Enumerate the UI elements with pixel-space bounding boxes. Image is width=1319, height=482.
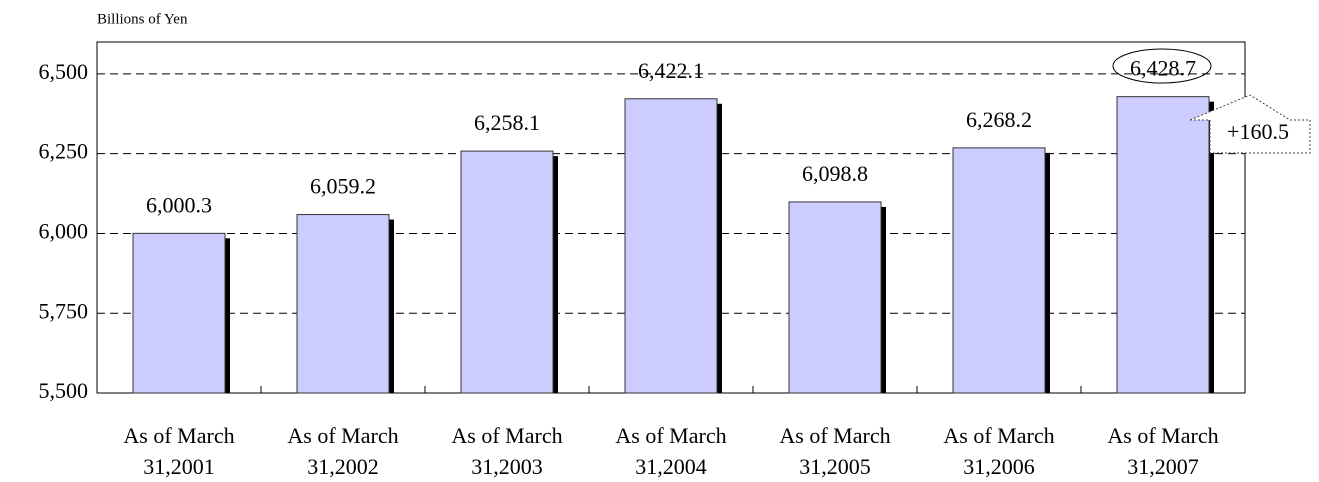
- annotation: +160.5: [1227, 119, 1289, 144]
- x-tick-label: As of March 31,2005: [779, 423, 891, 479]
- bar: [624, 98, 718, 394]
- y-tick-label: 6,500: [39, 59, 89, 84]
- bar: [296, 214, 390, 394]
- bar: [1116, 96, 1210, 394]
- bar: [788, 201, 882, 394]
- value-label: 6,059.2: [310, 174, 376, 199]
- bar: [952, 147, 1046, 394]
- y-tick-label: 6,250: [39, 139, 89, 164]
- highlight-ellipse: [1112, 48, 1212, 84]
- value-label: 6,258.1: [474, 110, 540, 135]
- x-tick-label: As of March 31,2001: [123, 423, 235, 479]
- value-label: 6,422.1: [638, 58, 704, 83]
- x-tick-label: As of March 31,2002: [287, 423, 399, 479]
- value-label: 6,268.2: [966, 107, 1032, 132]
- x-tick-label: As of March 31,2006: [943, 423, 1055, 479]
- change-arrow: [1189, 94, 1311, 154]
- value-label: 6,000.3: [146, 192, 212, 217]
- y-tick-label: 5,500: [39, 378, 89, 403]
- x-tick-label: As of March 31,2007: [1107, 423, 1219, 479]
- y-tick-label: 6,000: [39, 219, 89, 244]
- value-label: 6,428.7: [1130, 56, 1196, 81]
- y-tick-label: 5,750: [39, 298, 89, 323]
- value-label: 6,098.8: [802, 161, 868, 186]
- bar: [460, 150, 554, 394]
- bar: [132, 232, 226, 394]
- x-tick-label: As of March 31,2003: [451, 423, 563, 479]
- x-tick-label: As of March 31,2004: [615, 423, 727, 479]
- y-axis-label: Billions of Yen: [97, 11, 188, 27]
